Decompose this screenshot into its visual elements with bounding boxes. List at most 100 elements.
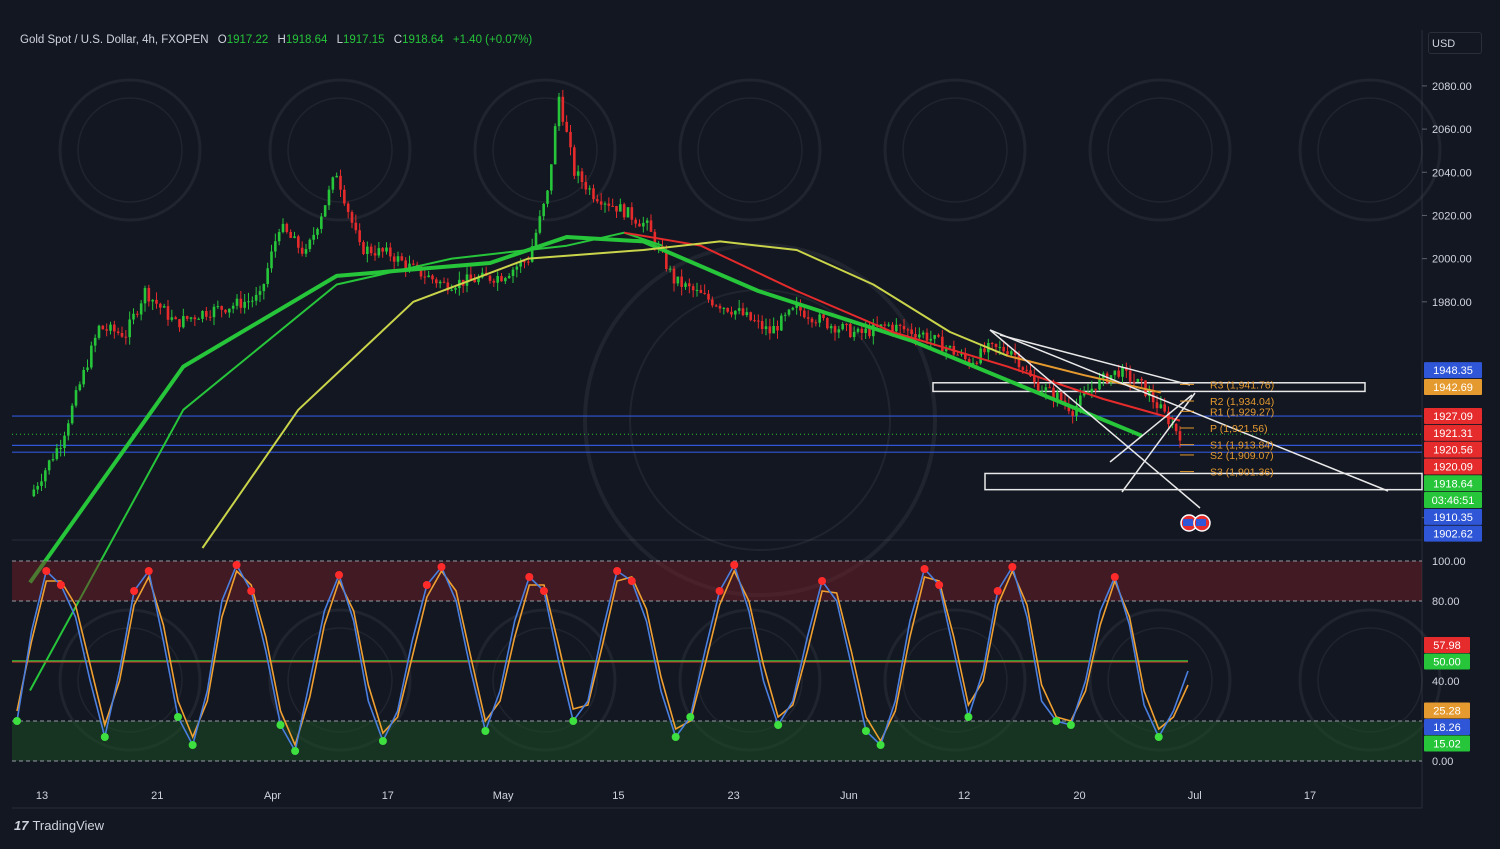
price-badge xyxy=(1424,525,1482,542)
overbought-marker xyxy=(525,573,534,581)
watermark-seal-icon xyxy=(678,78,822,222)
candle-body xyxy=(933,335,936,339)
time-tick-label: Apr xyxy=(264,790,281,802)
stoch-d-line[interactable] xyxy=(16,568,1189,748)
trend-line[interactable] xyxy=(1121,392,1196,493)
moving-average-line[interactable] xyxy=(1007,354,1162,394)
candle-body xyxy=(1056,392,1059,400)
candle-body xyxy=(760,321,764,330)
candle-body xyxy=(285,223,289,232)
candle-body xyxy=(504,278,507,282)
candle-body xyxy=(243,301,246,308)
oversold-marker xyxy=(276,721,285,729)
oversold-marker xyxy=(1052,717,1061,725)
candle-body xyxy=(136,313,139,315)
oversold-marker xyxy=(1154,733,1163,741)
candle-body xyxy=(258,291,262,295)
candle-body xyxy=(707,293,710,300)
tradingview-logo-icon: 17 xyxy=(14,818,29,833)
oscillator-badge-label: 57.98 xyxy=(1433,640,1461,652)
candle-body xyxy=(304,249,308,254)
overbought-marker xyxy=(232,561,241,569)
candle-body xyxy=(431,275,434,280)
candle-body xyxy=(254,294,258,301)
pivot-level-label: P (1,921.56) xyxy=(1210,423,1268,435)
candle-body xyxy=(139,303,143,315)
currency-selector[interactable]: USD xyxy=(1428,32,1482,54)
moving-average-line[interactable] xyxy=(624,231,1181,422)
candle-body xyxy=(665,251,668,270)
candle-body xyxy=(887,324,890,326)
trend-line[interactable] xyxy=(1109,394,1193,463)
candle-body xyxy=(1052,387,1055,400)
candle-body xyxy=(795,303,798,308)
pivot-level-label: S1 (1,913.84) xyxy=(1210,440,1274,452)
candle-body xyxy=(642,222,645,227)
candle-body xyxy=(354,222,358,231)
watermark-ring-icon xyxy=(902,97,1008,203)
candle-body xyxy=(1094,388,1097,390)
candle-body xyxy=(105,329,108,331)
candle-body xyxy=(205,311,208,317)
candle-body xyxy=(339,175,342,190)
trend-line[interactable] xyxy=(989,329,1201,509)
moving-average-line[interactable] xyxy=(28,235,1143,584)
price-badge-label: 1910.35 xyxy=(1433,512,1473,524)
price-tick-label: 2080.00 xyxy=(1432,81,1472,93)
oversold-marker xyxy=(1066,721,1075,729)
candle-body xyxy=(714,305,718,307)
candle-body xyxy=(688,283,691,287)
candle-body xyxy=(162,306,166,308)
support-zone-box[interactable] xyxy=(984,472,1423,491)
low-label: L xyxy=(336,34,343,46)
candle-body xyxy=(580,171,584,183)
candle-body xyxy=(182,316,185,328)
pivot-level-label: R2 (1,934.04) xyxy=(1210,396,1274,408)
price-badge-label: 1902.62 xyxy=(1433,529,1473,541)
moving-average-line[interactable] xyxy=(201,240,1008,549)
tradingview-brand[interactable]: 17 TradingView xyxy=(14,818,104,833)
price-badge-label: 1921.31 xyxy=(1433,428,1473,440)
oversold-marker xyxy=(964,713,973,721)
oversold-marker xyxy=(686,713,695,721)
candle-body xyxy=(749,312,752,321)
overbought-marker xyxy=(56,581,65,589)
candle-body xyxy=(500,276,503,282)
candle-body xyxy=(400,256,404,261)
candle-body xyxy=(419,266,423,277)
candle-body xyxy=(868,328,871,337)
candle-body xyxy=(634,219,637,224)
candle-body xyxy=(170,317,174,320)
price-tick-label: 2000.00 xyxy=(1432,254,1472,266)
symbol-title[interactable]: Gold Spot / U.S. Dollar, 4h, FXOPEN xyxy=(20,34,209,46)
candle-body xyxy=(630,207,634,220)
candle-body xyxy=(975,362,979,364)
watermark-seal-icon xyxy=(58,78,202,222)
candle-body xyxy=(40,481,43,486)
overbought-marker xyxy=(1110,573,1119,581)
trend-line[interactable] xyxy=(999,334,1191,386)
candle-body xyxy=(366,246,369,255)
stoch-k-line[interactable] xyxy=(16,563,1189,754)
overbought-marker xyxy=(42,567,51,575)
candle-body xyxy=(622,204,626,218)
candle-body xyxy=(546,190,549,204)
trend-line[interactable] xyxy=(989,329,1389,492)
candle-body xyxy=(90,345,93,368)
overbought-marker xyxy=(335,571,344,579)
high-label: H xyxy=(277,34,286,46)
candle-body xyxy=(201,311,204,319)
open-label: O xyxy=(217,34,227,46)
candle-body xyxy=(569,131,572,148)
candle-body xyxy=(1151,392,1155,403)
candle-body xyxy=(274,241,277,252)
candle-body xyxy=(1098,378,1101,390)
time-tick-label: 23 xyxy=(728,790,740,802)
candle-body xyxy=(1006,351,1009,355)
candle-body xyxy=(212,306,216,318)
overbought-marker xyxy=(437,563,446,571)
candle-body xyxy=(860,328,864,333)
oscillator-badge xyxy=(1424,653,1470,670)
